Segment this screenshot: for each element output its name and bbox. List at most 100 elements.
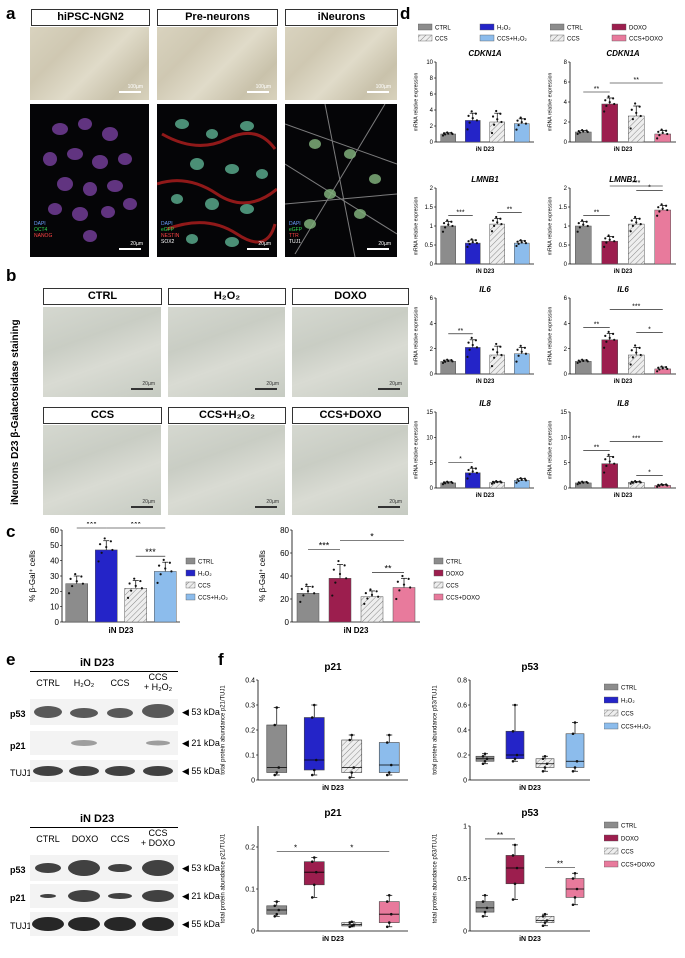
y-tick-label: 5 bbox=[564, 461, 568, 467]
data-point bbox=[576, 230, 579, 233]
data-point bbox=[451, 360, 454, 363]
data-point bbox=[520, 121, 523, 124]
wb1-lane-ctrl: CTRL bbox=[36, 678, 60, 688]
data-point bbox=[493, 356, 496, 359]
x-axis-label: iN D23 bbox=[109, 626, 134, 635]
data-point bbox=[81, 582, 85, 585]
wb1-label-p53: p53 bbox=[10, 709, 26, 719]
data-point bbox=[603, 110, 606, 113]
data-point bbox=[496, 351, 499, 354]
data-point bbox=[468, 473, 471, 476]
data-point bbox=[447, 132, 450, 135]
data-point bbox=[500, 353, 503, 357]
data-point bbox=[520, 478, 523, 481]
legend-swatch bbox=[185, 593, 196, 601]
y-axis-label: mRNA relative expression bbox=[413, 307, 419, 366]
data-point bbox=[573, 766, 577, 769]
significance-label: ** bbox=[458, 328, 464, 335]
data-point bbox=[348, 925, 352, 929]
data-point bbox=[515, 866, 519, 870]
data-point bbox=[635, 481, 638, 484]
wb1-blot-p53 bbox=[30, 699, 178, 725]
legend-label: CTRL bbox=[621, 686, 637, 692]
data-point bbox=[666, 132, 669, 136]
data-point bbox=[634, 215, 637, 219]
legend-swatch bbox=[185, 581, 196, 589]
data-point bbox=[520, 350, 523, 353]
legend-swatch bbox=[433, 581, 444, 589]
legend-label: CCS+DOXO bbox=[446, 596, 480, 602]
significance-label: * bbox=[370, 532, 374, 542]
y-tick-label: 2 bbox=[430, 124, 434, 130]
data-point bbox=[493, 481, 496, 484]
data-point bbox=[409, 586, 412, 589]
wb2-label-p53: p53 bbox=[10, 865, 26, 875]
data-point bbox=[348, 738, 352, 742]
data-point bbox=[389, 912, 393, 916]
data-point bbox=[581, 219, 584, 222]
header-ineurons: iNeurons bbox=[285, 9, 398, 26]
legend-label: CTRL bbox=[435, 26, 451, 32]
y-tick-label: 2 bbox=[564, 120, 568, 126]
panel-letter-f: f bbox=[218, 650, 224, 669]
data-point bbox=[300, 587, 303, 591]
data-point bbox=[67, 592, 71, 595]
bar-ccs bbox=[124, 588, 147, 623]
wb2-lane-ctrl: CTRL bbox=[36, 834, 60, 844]
chart-p53-h2o2: p53 0 0.2 0.4 0.6 0.8 total protein abundance … bbox=[432, 662, 590, 792]
bar-h2o2 bbox=[465, 347, 481, 375]
data-point bbox=[543, 912, 547, 916]
data-point bbox=[571, 903, 575, 907]
data-point bbox=[441, 230, 445, 233]
significance-label: *** bbox=[130, 522, 141, 529]
y-axis-label: mRNA relative expression bbox=[413, 73, 419, 132]
data-point bbox=[350, 771, 354, 774]
chart-lmnb1-h2o2: LMNB1 0 0.5 1 1.5 2 mRNA relative expression iN… bbox=[413, 175, 534, 275]
data-point bbox=[604, 99, 607, 102]
legend-swatch bbox=[604, 696, 619, 704]
legend-label: CTRL bbox=[446, 560, 462, 566]
data-point bbox=[629, 363, 632, 366]
nuclei-preneurons bbox=[157, 119, 277, 247]
chart-il6-h2o2: IL6 0 2 4 6 mRNA relative expression iN D23 ** bbox=[413, 285, 534, 385]
data-point bbox=[543, 766, 547, 769]
y-tick-label: 2 bbox=[430, 186, 434, 192]
data-point bbox=[629, 127, 632, 130]
chart-title: p53 bbox=[521, 808, 539, 819]
y-tick-label: 4 bbox=[564, 100, 568, 106]
data-point bbox=[387, 733, 391, 737]
data-point bbox=[666, 208, 669, 212]
data-point bbox=[656, 370, 659, 373]
y-axis-label: mRNA relative expression bbox=[413, 197, 419, 256]
data-point bbox=[387, 771, 391, 774]
data-point bbox=[519, 116, 522, 119]
y-tick-label: 0 bbox=[564, 372, 568, 378]
y-tick-label: 2 bbox=[564, 186, 568, 192]
data-point bbox=[496, 221, 499, 224]
data-point bbox=[396, 580, 399, 583]
data-point bbox=[519, 239, 522, 242]
data-point bbox=[471, 117, 474, 120]
y-tick-label: 50 bbox=[50, 541, 59, 550]
bar-doxo bbox=[601, 103, 618, 143]
legend-label: H₂O₂ bbox=[621, 699, 635, 705]
significance-label: * bbox=[294, 844, 297, 853]
bar-ccs+h2o2 bbox=[514, 353, 530, 375]
significance-label: ** bbox=[594, 445, 600, 452]
chart-title: IL6 bbox=[617, 285, 629, 294]
data-point bbox=[447, 359, 450, 363]
data-point bbox=[475, 346, 479, 349]
bar-ccs bbox=[489, 223, 505, 265]
y-tick-label: 15 bbox=[426, 410, 433, 416]
legend-swatch bbox=[604, 709, 619, 717]
panel-letter-a: a bbox=[6, 4, 16, 23]
data-point bbox=[139, 579, 142, 583]
x-axis-label: iN D23 bbox=[322, 785, 344, 792]
data-point bbox=[109, 540, 112, 543]
data-point bbox=[395, 597, 398, 601]
data-point bbox=[666, 367, 669, 371]
data-point bbox=[578, 131, 581, 134]
data-point bbox=[495, 109, 498, 113]
legend-swatch bbox=[604, 821, 619, 829]
box-ccs+h2o2 bbox=[565, 733, 585, 768]
